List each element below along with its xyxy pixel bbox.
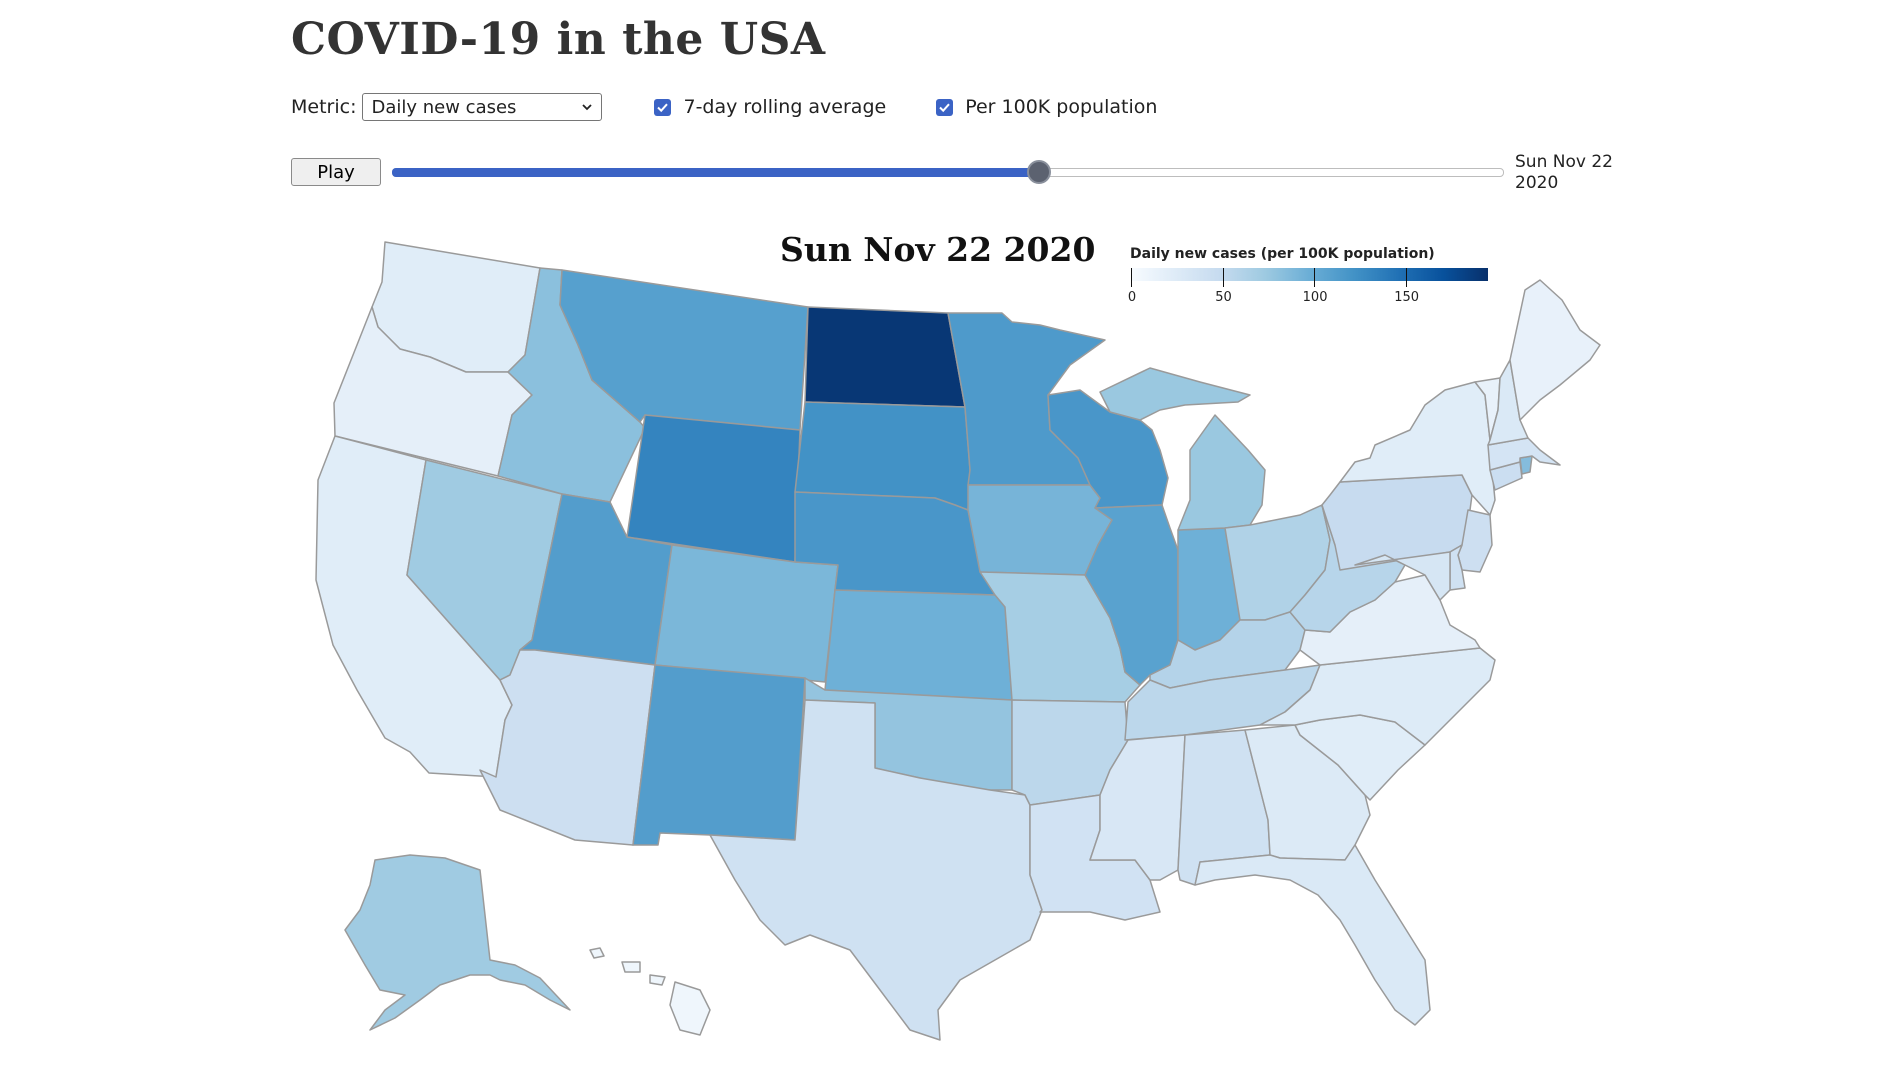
legend-tick [1405, 268, 1407, 287]
state-rhode-island[interactable] [1519, 455, 1533, 475]
state-massachusetts[interactable] [1487, 437, 1561, 471]
state-wyoming[interactable] [626, 414, 801, 563]
legend-tick [1222, 268, 1224, 287]
state-mississippi[interactable] [1089, 734, 1186, 881]
state-maine[interactable] [1509, 279, 1601, 421]
state-north-carolina[interactable] [1259, 647, 1496, 746]
rolling-average-toggle[interactable]: 7-day rolling average [654, 96, 886, 118]
legend-tick [1314, 268, 1316, 287]
rolling-average-checkbox[interactable] [654, 98, 672, 116]
slider-date-line1: Sun Nov 22 [1515, 152, 1613, 172]
map-date-title: Sun Nov 22 2020 [780, 230, 1096, 269]
state-illinois[interactable] [1084, 504, 1179, 686]
date-slider[interactable] [392, 160, 1504, 184]
controls-bar: Metric: Daily new cases 7-day rolling av… [291, 92, 1207, 122]
legend-gradient-bar [1131, 268, 1488, 281]
state-hawaii[interactable] [589, 947, 711, 1036]
per-capita-label: Per 100K population [965, 96, 1158, 118]
state-texas[interactable] [709, 699, 1043, 1041]
per-capita-checkbox[interactable] [936, 98, 954, 116]
state-colorado[interactable] [654, 544, 839, 683]
metric-select[interactable]: Daily new cases [362, 93, 603, 121]
state-kansas[interactable] [824, 589, 1013, 701]
play-button[interactable]: Play [291, 158, 381, 186]
legend-title: Daily new cases (per 100K population) [1130, 246, 1435, 262]
state-michigan[interactable] [1099, 367, 1266, 531]
slider-date-readout: Sun Nov 22 2020 [1515, 152, 1625, 194]
legend-tick-label: 0 [1127, 290, 1137, 305]
legend-tick-label: 50 [1215, 290, 1232, 305]
metric-label: Metric: [291, 96, 357, 118]
legend-tick-label: 100 [1302, 290, 1328, 305]
slider-fill [392, 168, 1040, 177]
state-montana[interactable] [559, 269, 809, 431]
slider-date-line2: 2020 [1515, 173, 1559, 193]
legend-tick-label: 150 [1394, 290, 1420, 305]
color-legend: Daily new cases (per 100K population) 0 5… [1120, 246, 1500, 316]
state-north-dakota[interactable] [804, 306, 966, 408]
checkmark-icon [657, 103, 669, 112]
metric-select-value: Daily new cases [371, 96, 517, 118]
slider-thumb[interactable] [1027, 160, 1052, 184]
legend-tick [1131, 268, 1132, 287]
state-arizona[interactable] [479, 649, 656, 846]
rolling-average-label: 7-day rolling average [683, 96, 887, 118]
per-capita-toggle[interactable]: Per 100K population [936, 96, 1157, 118]
state-florida[interactable] [1194, 844, 1431, 1026]
state-new-mexico[interactable] [632, 664, 806, 846]
checkmark-icon [939, 103, 950, 112]
state-maryland[interactable] [1354, 551, 1451, 601]
page-title: COVID-19 in the USA [291, 14, 826, 65]
chevron-down-icon [582, 104, 593, 111]
state-alaska[interactable] [344, 854, 571, 1031]
